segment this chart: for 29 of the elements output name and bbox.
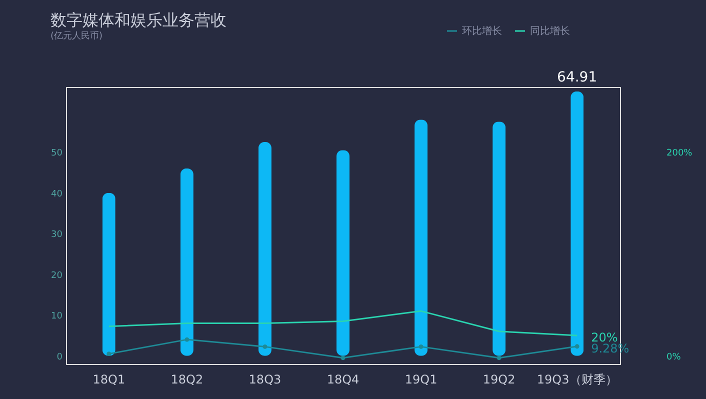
y-tick-label: 40 xyxy=(51,189,63,200)
legend-label: 环比增长 xyxy=(462,25,502,37)
x-tick-label: 19Q1 xyxy=(404,372,438,386)
legend-label: 同比增长 xyxy=(530,25,570,37)
y-tick-label: 30 xyxy=(51,230,63,240)
y-tick-label: 20 xyxy=(51,270,63,281)
y2-tick-label: 0% xyxy=(666,352,682,362)
y-tick-label: 0 xyxy=(56,352,63,362)
x-tick-label: 18Q4 xyxy=(326,372,360,386)
data-label: 20% xyxy=(591,330,618,344)
data-label: 64.91 xyxy=(557,69,598,86)
y-tick-label: 50 xyxy=(51,148,63,159)
x-tick-label: 18Q2 xyxy=(170,372,204,386)
bar xyxy=(336,150,350,356)
x-tick-label: 19Q3（财季） xyxy=(536,372,618,386)
x-tick-label: 18Q3 xyxy=(248,372,282,386)
bar xyxy=(258,142,272,356)
bar xyxy=(414,120,428,356)
x-tick-label: 19Q2 xyxy=(482,372,516,386)
y2-tick-label: 200% xyxy=(666,148,693,159)
x-tick-label: 18Q1 xyxy=(92,372,126,386)
bar xyxy=(180,168,194,356)
chart-subtitle: (亿元人民币) xyxy=(50,30,103,42)
line-series xyxy=(108,310,578,336)
bar xyxy=(570,91,584,356)
y-tick-label: 10 xyxy=(51,312,63,322)
bar xyxy=(102,192,116,356)
bar xyxy=(492,122,506,356)
chart-title: 数字媒体和娱乐业务营收 xyxy=(50,10,227,30)
